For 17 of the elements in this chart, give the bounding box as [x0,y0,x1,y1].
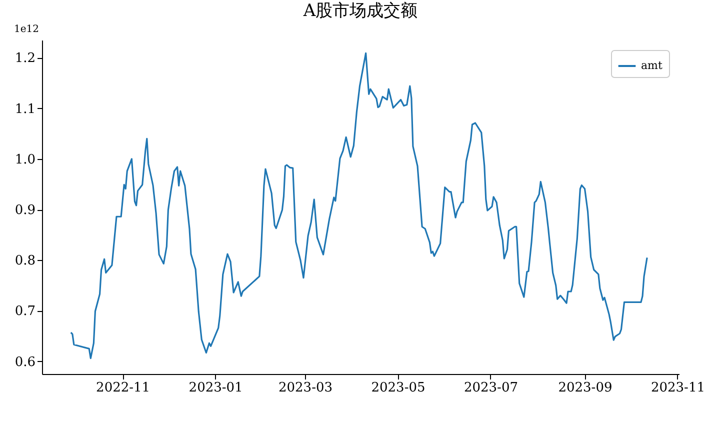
x-tick-label: 2022-11 [96,380,150,396]
y-tick-label: 1.2 [14,51,36,66]
y-tick-label: 0.9 [14,203,36,218]
y-tick-label: 0.6 [14,354,36,370]
x-tick-label: 2023-09 [558,380,612,396]
x-tick-label: 2023-07 [464,380,518,396]
text: 1e12 [14,24,40,35]
legend-label: amt [641,59,663,72]
chart-title: A股市场成交额 [302,1,418,21]
y-tick-label: 1.1 [14,102,36,117]
y-tick-label: 0.8 [14,254,36,269]
y-tick-label: 1.0 [14,152,36,168]
x-tick-label: 2023-11 [650,380,705,396]
y-tick-label: 0.7 [14,304,36,320]
x-tick-label: 2023-03 [278,380,333,396]
x-tick-label: 2023-01 [188,380,243,396]
x-tick-label: 2023-05 [371,380,426,396]
